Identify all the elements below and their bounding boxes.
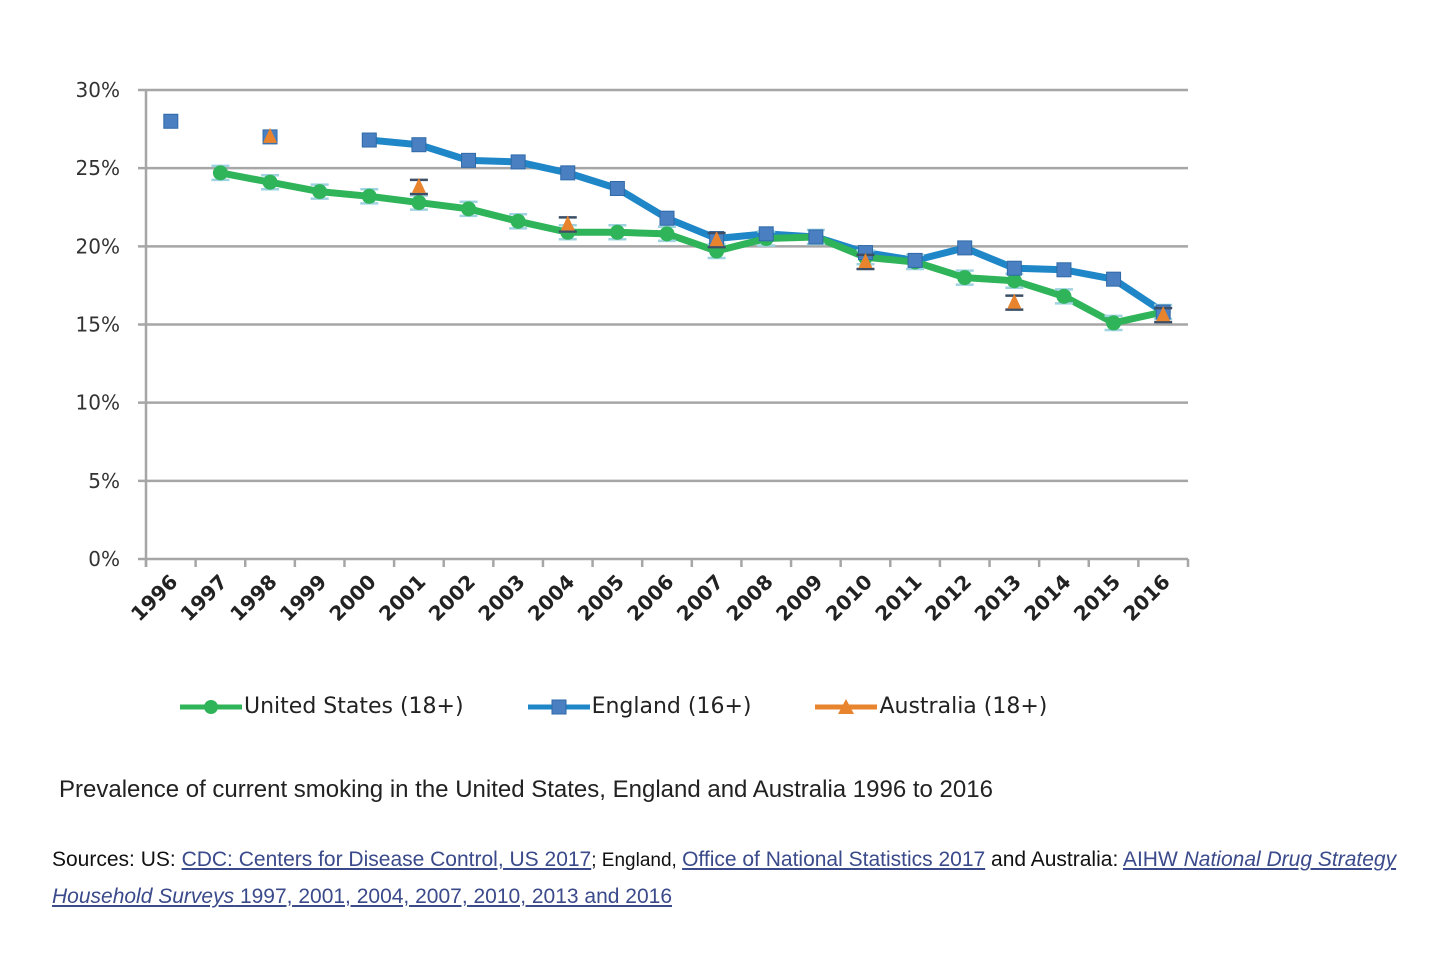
england-data-point (461, 152, 477, 168)
england-data-point (808, 229, 824, 245)
legend-item-us: United States (18+) (180, 694, 464, 719)
sources-note: Sources: US: CDC: Centers for Disease Co… (52, 842, 1432, 915)
y-tick-label: 0% (88, 547, 120, 571)
x-tick-label: 2002 (424, 570, 480, 626)
england-data-point (1106, 271, 1122, 287)
x-tick-label: 2000 (324, 570, 380, 626)
us-data-point (1106, 315, 1122, 331)
england-data-point (510, 154, 526, 170)
x-axis: 1996199719981999200020012002200320042005… (126, 559, 1190, 626)
series-line-us (219, 169, 1164, 327)
australia-data-point (411, 177, 426, 193)
chart-caption: Prevalence of current smoking in the Uni… (59, 776, 993, 803)
y-tick-label: 25% (76, 156, 120, 180)
australia-data-point (709, 231, 724, 247)
aihw-link-title: National Drug Strategy Household Surveys (52, 848, 1397, 908)
legend-marker-triangle-icon (815, 698, 878, 714)
australia-data-point (858, 252, 873, 268)
x-tick-label: 2006 (622, 570, 678, 626)
us-data-point (212, 165, 228, 181)
england-data-point (659, 210, 675, 226)
x-tick-label: 2007 (672, 570, 728, 626)
england-data-point (758, 226, 774, 242)
england-data-point (957, 240, 973, 256)
series-line-england (368, 136, 1166, 315)
ons-source-link[interactable]: Office of National Statistics 2017 (682, 848, 986, 871)
sources-prefix: Sources: US: (52, 848, 182, 871)
us-data-point (1006, 273, 1022, 289)
x-tick-label: 2011 (870, 570, 926, 626)
x-tick-label: 2009 (771, 570, 827, 626)
line-chart: 0% 5% 10% 15% 20% 25% 30% 19961997199819992000… (76, 78, 1190, 626)
x-tick-label: 2015 (1069, 570, 1125, 626)
sources-sep-england: ; England, (591, 850, 683, 871)
x-tick-label: 2001 (374, 570, 430, 626)
x-tick-label: 2008 (721, 570, 777, 626)
us-data-point (312, 184, 328, 200)
legend-label: United States (18+) (244, 694, 464, 719)
x-tick-label: 2013 (970, 570, 1026, 626)
us-data-point (262, 174, 278, 190)
x-tick-label: 1997 (176, 570, 232, 626)
us-data-point (1056, 288, 1072, 304)
australia-data-point (1007, 293, 1022, 309)
australia-data-point (560, 215, 575, 231)
us-data-point (957, 270, 973, 286)
england-data-point (907, 252, 923, 268)
x-tick-label: 1996 (126, 570, 182, 626)
aihw-link-prefix: AIHW (1122, 848, 1184, 871)
x-tick-label: 2012 (920, 570, 976, 626)
y-tick-label: 5% (88, 469, 120, 493)
england-data-point (361, 132, 377, 148)
x-tick-label: 2005 (573, 570, 629, 626)
us-data-point (609, 224, 625, 240)
aihw-source-link[interactable]: AIHW National Drug Strategy Household Su… (52, 848, 1396, 908)
us-data-point (411, 195, 427, 211)
england-data-point (560, 165, 576, 181)
us-data-point (659, 226, 675, 242)
england-data-point (163, 113, 179, 129)
legend-label: England (16+) (591, 694, 752, 719)
y-tick-label: 10% (76, 391, 120, 415)
gridlines (138, 88, 1188, 561)
x-tick-label: 2014 (1019, 570, 1075, 626)
us-data-point (461, 201, 477, 217)
legend: United States (18+) England (16+) Austra… (180, 694, 1111, 719)
cdc-source-link[interactable]: CDC: Centers for Disease Control, US 201… (181, 848, 592, 871)
y-tick-label: 15% (76, 313, 120, 337)
england-data-point (1006, 260, 1022, 276)
england-data-point (609, 180, 625, 196)
us-data-point (510, 213, 526, 229)
legend-marker-circle-icon (180, 699, 242, 714)
y-axis: 0% 5% 10% 15% 20% 25% 30% (76, 78, 148, 571)
y-tick-label: 30% (76, 78, 120, 102)
us-data-point (361, 188, 377, 204)
legend-item-england: England (16+) (527, 694, 752, 719)
legend-item-australia: Australia (18+) (815, 694, 1047, 719)
aihw-link-years: 1997, 2001, 2004, 2007, 2010, 2013 and 2… (234, 885, 673, 908)
x-tick-label: 1998 (225, 570, 281, 626)
england-data-point (1056, 262, 1072, 278)
legend-marker-square-icon (527, 699, 590, 714)
series-layer (163, 113, 1173, 332)
australia-data-point (263, 127, 278, 143)
x-tick-label: 2003 (473, 570, 529, 626)
x-tick-label: 2016 (1118, 570, 1174, 626)
australia-data-point (1156, 306, 1171, 322)
x-tick-label: 1999 (275, 570, 331, 626)
england-data-point (411, 137, 427, 153)
sources-sep-australia: and Australia: (985, 848, 1123, 871)
y-tick-label: 20% (76, 234, 120, 258)
x-tick-label: 2010 (821, 570, 877, 626)
legend-label: Australia (18+) (879, 694, 1048, 719)
x-tick-label: 2004 (523, 570, 579, 626)
